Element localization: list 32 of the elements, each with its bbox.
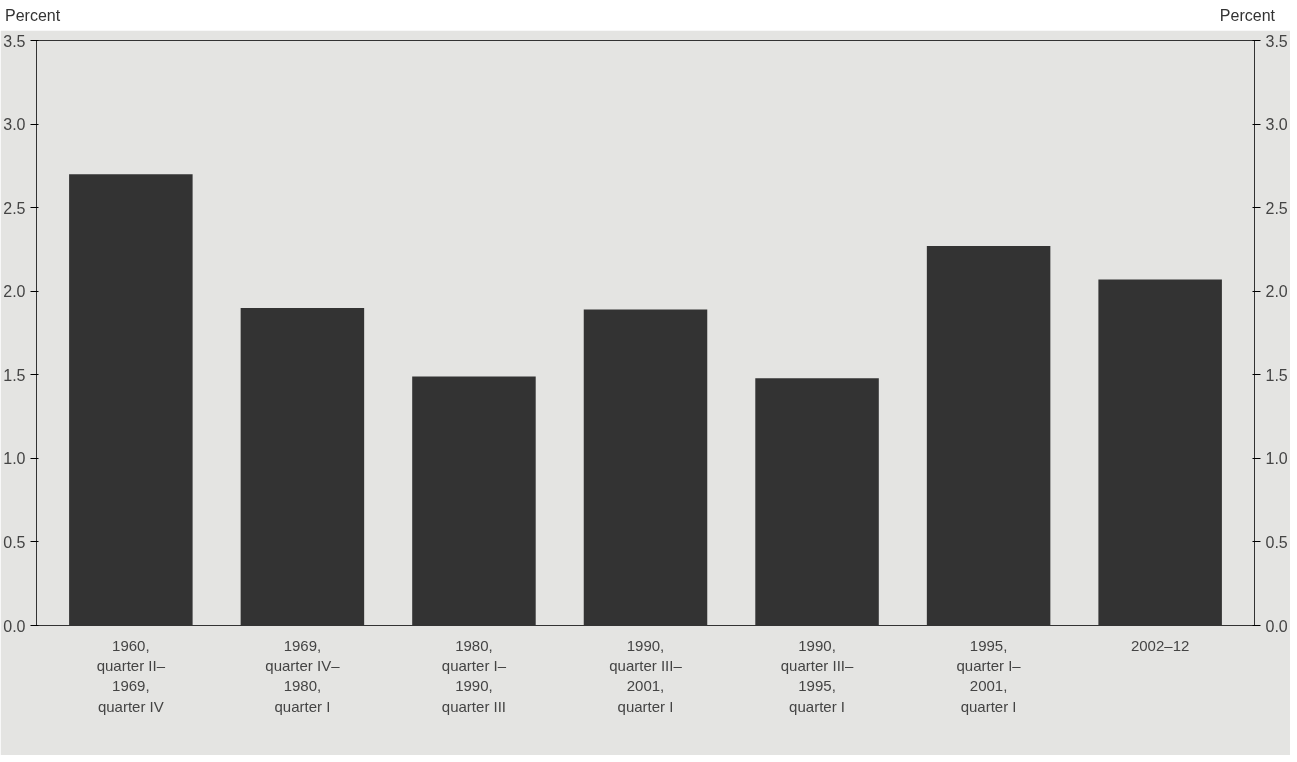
y2-tick-label: 3.5 [1265, 32, 1288, 50]
bar [1098, 279, 1222, 626]
y-tick-label: 2.0 [3, 283, 26, 301]
y2-tick-label: 0.5 [1265, 533, 1288, 551]
y2-tick-label: 0.0 [1265, 617, 1288, 635]
y-tick-label: 2.5 [3, 199, 26, 217]
bar [926, 246, 1051, 626]
y-axis-title: Percent [5, 6, 61, 26]
x-tick-label: 1990, quarter III– 1995, quarter I [780, 636, 854, 715]
y2-axis-title: Percent [1219, 6, 1275, 26]
x-tick-label: 1960, quarter II– 1969, quarter IV [96, 636, 166, 715]
y2-tick-label: 1.0 [1265, 450, 1288, 468]
bar [755, 378, 879, 626]
y-tick-label: 1.0 [3, 450, 26, 468]
x-tick-label: 1969, quarter IV– 1980, quarter I [265, 636, 341, 715]
y-tick-label: 0.0 [3, 617, 26, 635]
y2-tick-label: 2.0 [1265, 283, 1288, 301]
x-tick-label: 1980, quarter I– 1990, quarter III [441, 636, 507, 715]
bar [69, 174, 193, 626]
bar [412, 376, 536, 626]
x-tick-label: 2002–12 [1130, 636, 1190, 654]
y2-tick-label: 1.5 [1265, 366, 1288, 384]
x-tick-label: 1995, quarter I– 2001, quarter I [956, 636, 1022, 715]
bar [240, 307, 365, 626]
y-tick-label: 3.5 [3, 32, 26, 50]
y-tick-label: 0.5 [3, 533, 26, 551]
y-tick-label: 1.5 [3, 366, 26, 384]
bar [583, 309, 708, 626]
y2-tick-label: 2.5 [1265, 199, 1288, 217]
y-tick-label: 3.0 [3, 116, 26, 134]
y2-tick-label: 3.0 [1265, 116, 1288, 134]
x-tick-label: 1990, quarter III– 2001, quarter I [609, 636, 683, 715]
